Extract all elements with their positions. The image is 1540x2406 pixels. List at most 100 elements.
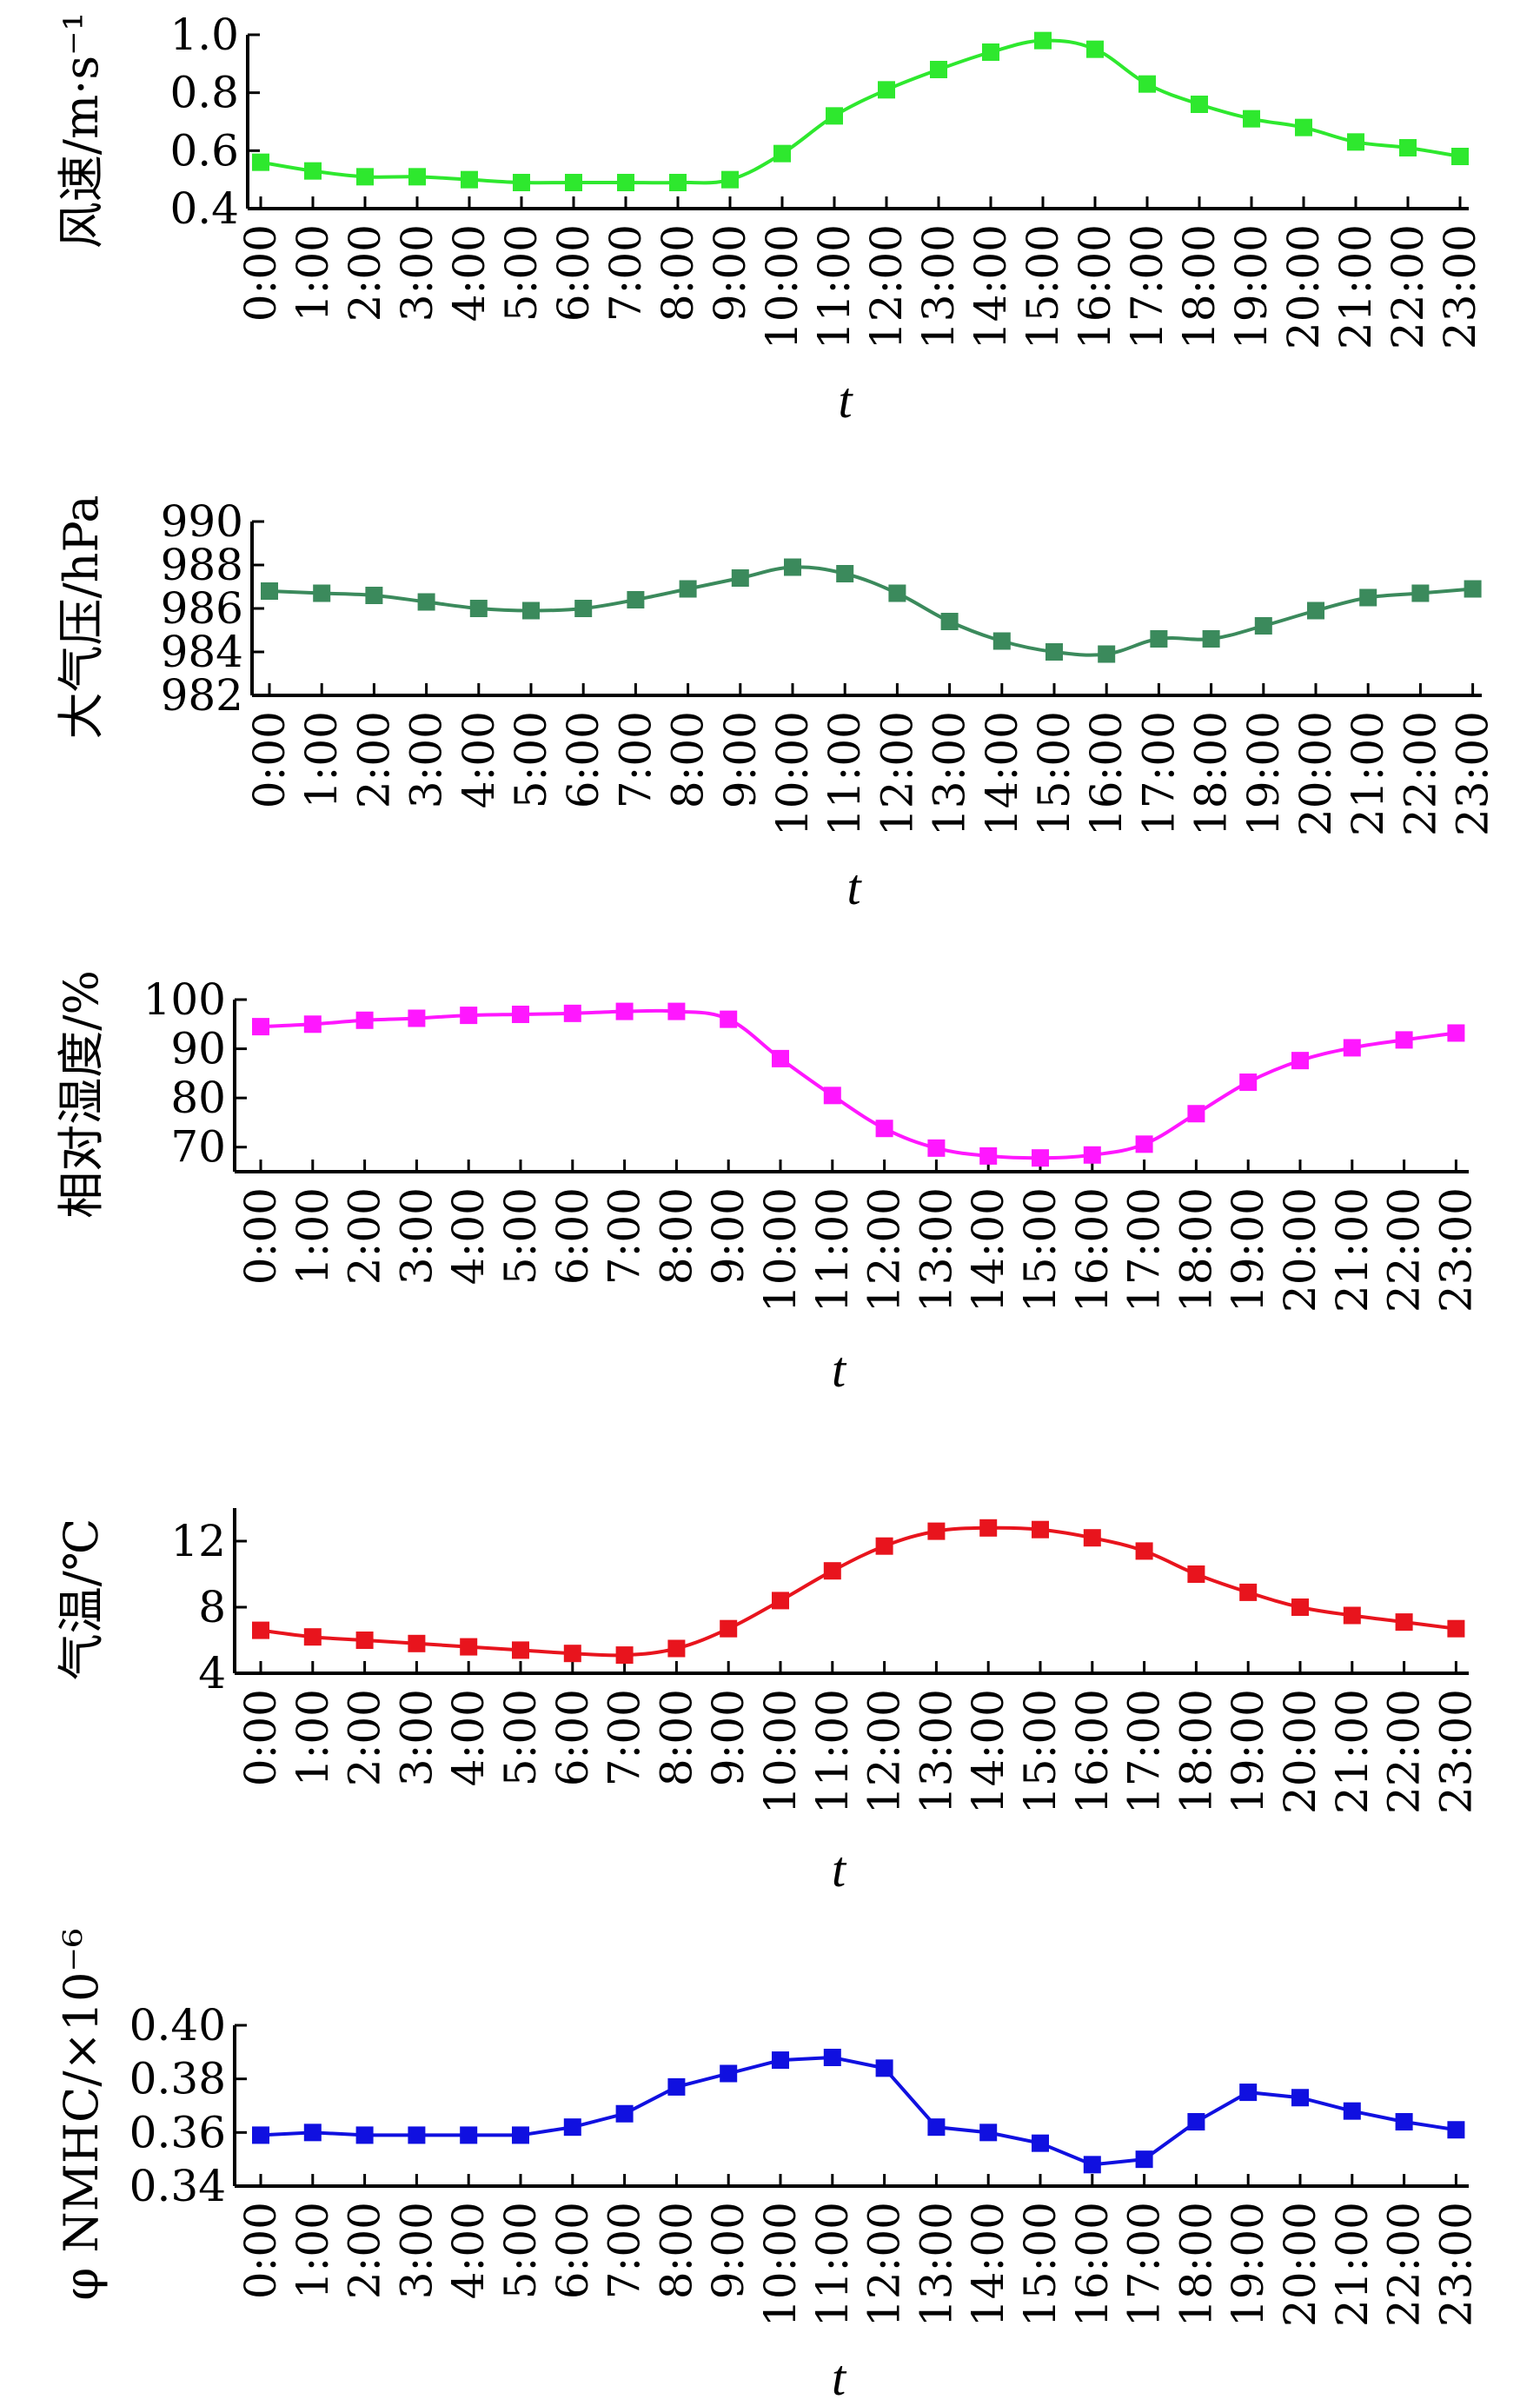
x-tick-label: 2:00 (340, 1187, 390, 1285)
data-point (1343, 2102, 1361, 2120)
x-tick-label: 13:00 (911, 2202, 961, 2327)
x-tick-label: 18:00 (1171, 2202, 1221, 2327)
x-tick-label: 17:00 (1133, 711, 1184, 836)
data-point (1187, 1105, 1205, 1123)
data-point (1083, 1529, 1101, 1547)
x-tick-label: 3:00 (391, 2202, 441, 2299)
x-tick-label: 23:00 (1430, 1187, 1481, 1313)
x-tick-label: 13:00 (911, 1689, 961, 1814)
data-point (615, 1646, 634, 1665)
x-tick-label: 8:00 (651, 2202, 701, 2299)
x-tick-label: 13:00 (913, 224, 964, 349)
data-point (875, 1120, 893, 1138)
data-point (1239, 1073, 1258, 1092)
data-point (1083, 1146, 1101, 1164)
data-point (1464, 580, 1482, 598)
data-point (1411, 584, 1430, 602)
y-tick-label: 70 (170, 1122, 226, 1173)
y-tick-label: 0.34 (129, 2161, 226, 2211)
x-tick-label: 22:00 (1383, 224, 1433, 349)
data-point (979, 2124, 998, 2142)
data-point (927, 1139, 946, 1157)
data-point (563, 1004, 581, 1022)
x-tick-label: 5:00 (495, 2202, 546, 2299)
x-tick-label: 8:00 (663, 711, 714, 808)
x-tick-label: 7:00 (601, 224, 651, 322)
x-tick-label: 10:00 (755, 2202, 806, 2327)
data-point (1086, 40, 1104, 58)
data-point (303, 1628, 322, 1646)
data-point (1191, 96, 1208, 113)
data-point (408, 1009, 426, 1027)
data-point (1098, 645, 1116, 663)
data-point (512, 1005, 529, 1023)
data-point (1347, 133, 1364, 151)
data-point (252, 1621, 269, 1639)
x-tick-label: 19:00 (1223, 1187, 1273, 1313)
x-tick-label: 17:00 (1122, 224, 1172, 349)
y-tick-label: 4 (198, 1648, 226, 1698)
data-point (460, 1007, 478, 1025)
x-tick-label: 13:00 (925, 711, 975, 836)
x-tick-label: 2:00 (340, 2202, 390, 2299)
data-point (720, 1619, 738, 1638)
x-tick-label: 10:00 (755, 1187, 806, 1313)
chart-panel-4: 4 8 12 0:00 1:00 2:00 3:00 4:00 5:00 6:00 7:00 8:00… (54, 1508, 1481, 1898)
x-axis-label: t (846, 859, 862, 915)
x-tick-label: 23:00 (1430, 2202, 1481, 2327)
x-tick-label: 14:00 (963, 1689, 1013, 1814)
data-point (720, 2064, 738, 2083)
x-tick-label: 4:00 (443, 1187, 494, 1285)
x-tick-label: 5:00 (496, 224, 547, 322)
data-point (1295, 118, 1312, 136)
data-point (563, 1645, 581, 1663)
y-axis-label: φ NMHC/×10⁻⁶ (54, 1928, 109, 2300)
data-point (355, 2126, 374, 2144)
data-point (1135, 1542, 1153, 1560)
x-tick-label: 7:00 (600, 1187, 650, 1285)
data-point (878, 81, 895, 99)
series-line (260, 38, 1461, 185)
data-point (669, 174, 687, 191)
data-point (721, 170, 739, 189)
data-point (1187, 2113, 1205, 2130)
data-point (303, 1015, 322, 1034)
x-tick-label: 5:00 (495, 1689, 546, 1786)
data-point (1032, 2134, 1049, 2152)
x-tick-label: 18:00 (1174, 224, 1225, 349)
data-point (823, 1087, 841, 1105)
data-point (1138, 75, 1156, 93)
y-tick-label: 0.6 (169, 125, 239, 176)
data-point (1032, 1149, 1049, 1167)
data-point (460, 2126, 478, 2144)
data-point (1395, 2113, 1413, 2130)
x-tick-label: 10:00 (755, 1689, 806, 1814)
x-tick-label: 3:00 (392, 224, 442, 322)
data-point (823, 2049, 841, 2066)
data-point (720, 1010, 738, 1028)
y-tick-label: 982 (161, 670, 243, 721)
x-tick-label: 7:00 (610, 711, 660, 808)
data-point (982, 43, 999, 61)
y-tick-label: 0.4 (169, 183, 239, 234)
x-tick-label: 2:00 (348, 711, 399, 808)
data-point (563, 2118, 581, 2137)
x-tick-label: 0:00 (236, 1187, 286, 1285)
x-tick-label: 10:00 (757, 224, 807, 349)
data-point (303, 2124, 322, 2142)
data-point (1447, 2121, 1465, 2139)
x-tick-label: 20:00 (1275, 2202, 1325, 2327)
data-point (1291, 1052, 1309, 1070)
data-point (1399, 139, 1417, 156)
x-tick-label: 22:00 (1379, 1689, 1430, 1814)
data-point (979, 1519, 998, 1537)
x-tick-label: 21:00 (1327, 1689, 1377, 1814)
x-tick-label: 14:00 (963, 1187, 1013, 1313)
y-tick-label: 12 (170, 1516, 226, 1566)
data-point (356, 168, 374, 186)
x-tick-label: 11:00 (807, 2202, 858, 2327)
y-axis-label: 相对湿度/% (54, 970, 109, 1219)
x-tick-label: 9:00 (703, 1689, 753, 1786)
data-point (667, 1002, 686, 1020)
